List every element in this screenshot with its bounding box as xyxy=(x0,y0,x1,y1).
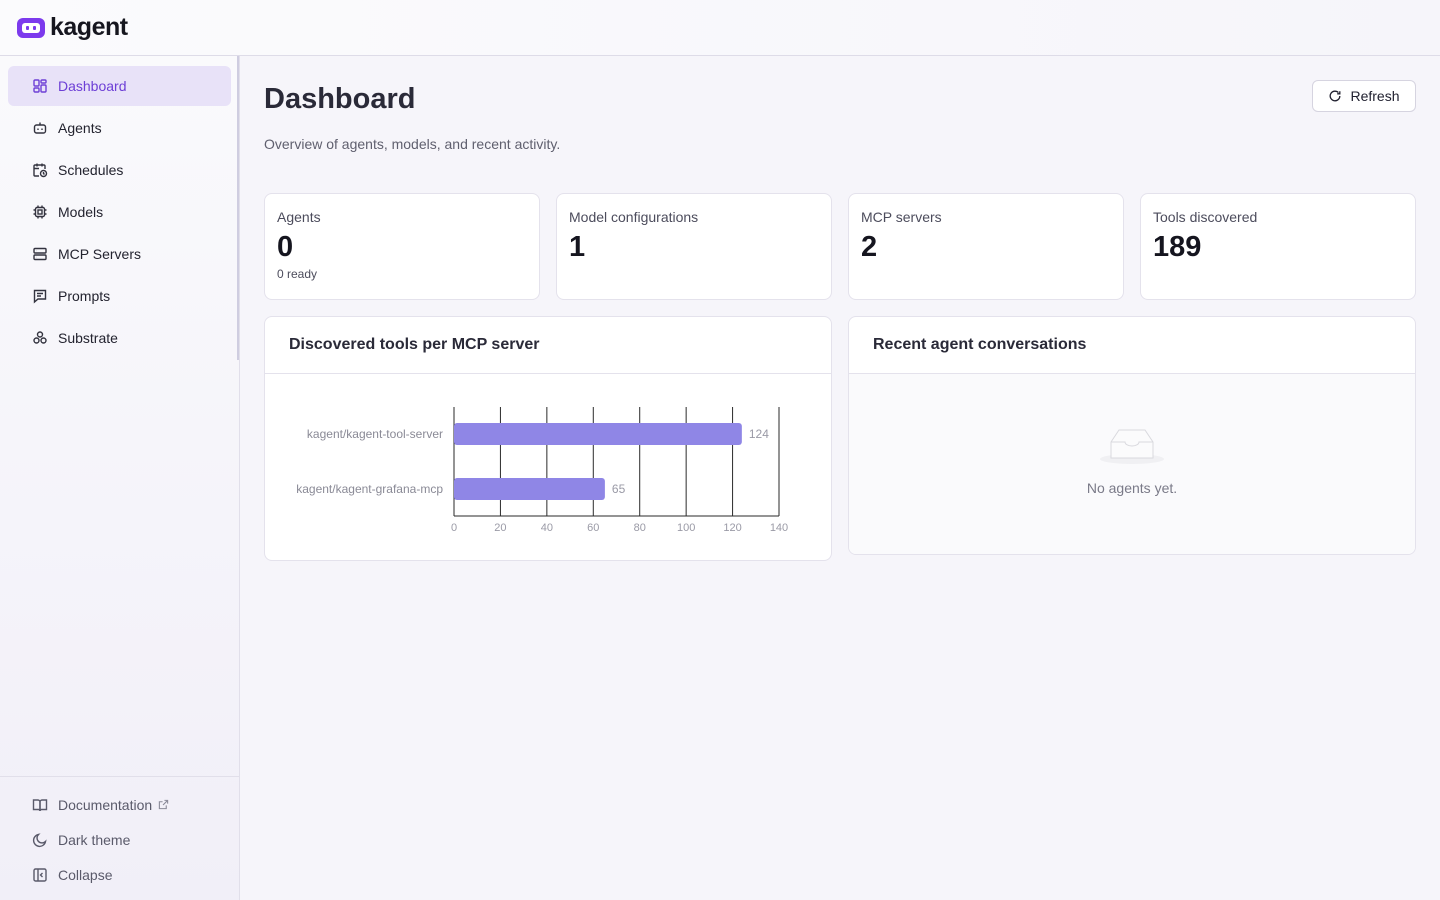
x-tick-label: 80 xyxy=(634,522,646,534)
external-link-icon xyxy=(158,799,169,810)
refresh-icon xyxy=(1330,90,1341,102)
sidebar-item-label: Substrate xyxy=(58,330,118,346)
documentation-link[interactable]: Documentation xyxy=(8,787,231,822)
sidebar-footer: Documentation Dark theme Collapse xyxy=(0,776,239,900)
moon-icon xyxy=(32,832,48,848)
page-title: Dashboard xyxy=(264,83,416,115)
sidebar-item-models[interactable]: Models xyxy=(8,192,231,232)
x-tick-label: 60 xyxy=(587,522,599,534)
refresh-label: Refresh xyxy=(1350,88,1400,104)
stat-label: Model configurations xyxy=(569,209,699,225)
empty-state: No agents yet. xyxy=(849,374,1415,554)
stat-card-tools-discovered: Tools discovered 189 xyxy=(1140,193,1416,300)
sidebar-item-label: Schedules xyxy=(58,162,124,178)
tools-bar-chart: 0 20 40 60 80 100 120 140 kagent/kagent-tool-ser… xyxy=(296,407,788,534)
stat-value: 189 xyxy=(1153,231,1202,263)
sidebar: Dashboard Agents Schedules Models MCP Se… xyxy=(0,56,240,900)
bar xyxy=(454,423,742,445)
book-open-icon xyxy=(32,797,48,813)
app-name: kagent xyxy=(50,13,128,41)
data-label: 124 xyxy=(749,427,769,441)
stat-card-agents: Agents 0 0 ready xyxy=(264,193,540,300)
panel-collapse-icon xyxy=(32,867,48,883)
stat-sub: 0 ready xyxy=(277,267,318,281)
refresh-button[interactable]: Refresh xyxy=(1312,80,1416,112)
category-label: kagent/kagent-grafana-mcp xyxy=(296,482,443,496)
stat-label: Agents xyxy=(277,209,321,225)
stat-label: MCP servers xyxy=(861,209,942,225)
stat-card-mcp-servers: MCP servers 2 xyxy=(848,193,1124,300)
sidebar-item-schedules[interactable]: Schedules xyxy=(8,150,231,190)
stat-value: 1 xyxy=(569,231,586,263)
dashboard-icon xyxy=(32,78,48,94)
panel-title: Discovered tools per MCP server xyxy=(265,317,831,374)
stat-value: 0 xyxy=(277,231,294,263)
collapse-button[interactable]: Collapse xyxy=(8,857,231,892)
bar xyxy=(454,478,605,500)
x-tick-label: 140 xyxy=(770,522,788,534)
x-tick-label: 100 xyxy=(677,522,695,534)
kagent-logo-icon xyxy=(17,17,45,38)
sidebar-item-dashboard[interactable]: Dashboard xyxy=(8,66,231,106)
collapse-label: Collapse xyxy=(58,866,113,883)
stat-value: 2 xyxy=(861,231,878,263)
cpu-icon xyxy=(32,204,48,220)
recent-conversations-panel: Recent agent conversations No agents yet… xyxy=(848,316,1416,555)
sidebar-item-label: Models xyxy=(58,204,104,220)
category-label: kagent/kagent-tool-server xyxy=(307,427,443,441)
tools-per-server-panel: Discovered tools per MCP server 0 20 40 60 8… xyxy=(264,316,832,561)
calendar-clock-icon xyxy=(32,162,48,178)
sidebar-item-label: Prompts xyxy=(58,288,111,304)
sidebar-item-substrate[interactable]: Substrate xyxy=(8,318,231,358)
inbox-empty-icon xyxy=(1100,429,1164,464)
message-square-icon xyxy=(32,288,48,304)
stat-label: Tools discovered xyxy=(1153,209,1258,225)
boxes-icon xyxy=(32,330,48,346)
dark-theme-toggle[interactable]: Dark theme xyxy=(8,822,231,857)
sidebar-item-prompts[interactable]: Prompts xyxy=(8,276,231,316)
bot-icon xyxy=(32,120,48,136)
dark-theme-label: Dark theme xyxy=(58,831,131,848)
sidebar-scrollbar[interactable] xyxy=(237,56,239,360)
x-tick-label: 20 xyxy=(494,522,506,534)
sidebar-item-label: Dashboard xyxy=(58,78,127,94)
top-bar: kagent xyxy=(0,0,1440,56)
page-subtitle: Overview of agents, models, and recent a… xyxy=(264,136,561,152)
panel-title: Recent agent conversations xyxy=(849,317,1415,374)
x-tick-label: 40 xyxy=(541,522,553,534)
logo[interactable]: kagent xyxy=(16,13,128,42)
x-tick-label: 0 xyxy=(451,522,457,534)
stat-card-model-configurations: Model configurations 1 xyxy=(556,193,832,300)
x-tick-label: 120 xyxy=(723,522,741,534)
sidebar-item-agents[interactable]: Agents xyxy=(8,108,231,148)
sidebar-nav: Dashboard Agents Schedules Models MCP Se… xyxy=(0,56,239,370)
sidebar-item-label: Agents xyxy=(58,120,102,136)
documentation-label: Documentation xyxy=(58,796,153,813)
server-icon xyxy=(32,246,48,262)
data-label: 65 xyxy=(612,482,626,496)
main-content: Dashboard Overview of agents, models, an… xyxy=(240,56,1440,900)
sidebar-item-mcp-servers[interactable]: MCP Servers xyxy=(8,234,231,274)
empty-state-text: No agents yet. xyxy=(1086,480,1178,496)
sidebar-item-label: MCP Servers xyxy=(58,246,141,262)
